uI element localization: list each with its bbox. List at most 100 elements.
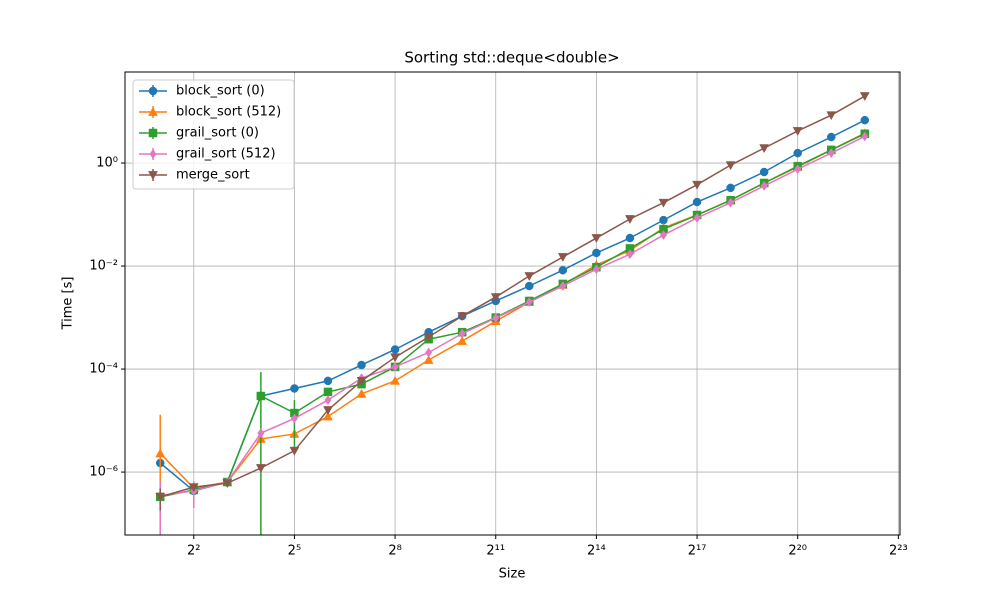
marker (827, 148, 835, 159)
marker (390, 375, 401, 385)
marker (625, 233, 635, 243)
series-line (159, 119, 866, 492)
marker (323, 411, 333, 421)
marker (525, 281, 534, 291)
marker (458, 328, 466, 339)
marker (626, 249, 634, 260)
x-tick-label: 2⁵ (288, 544, 301, 559)
marker (592, 248, 601, 258)
legend-label: grail_sort (512) (176, 147, 276, 162)
marker (490, 293, 501, 303)
marker (692, 197, 702, 207)
legend-marker (148, 171, 158, 181)
x-tick-label: 2⁸ (388, 544, 401, 559)
marker (255, 464, 266, 474)
marker (256, 391, 266, 401)
marker (222, 479, 233, 489)
series (155, 92, 870, 511)
marker (692, 180, 702, 190)
marker (659, 230, 667, 240)
marker (726, 183, 735, 193)
marker (356, 377, 367, 386)
plot (155, 92, 870, 535)
marker (391, 362, 399, 372)
marker (324, 395, 332, 406)
marker (826, 132, 836, 142)
marker (592, 264, 600, 275)
marker (859, 92, 870, 102)
marker (457, 312, 468, 322)
marker (693, 212, 701, 223)
marker (524, 272, 535, 282)
x-tick-label: 2¹⁷ (688, 544, 707, 559)
marker (659, 215, 668, 225)
marker (759, 167, 769, 177)
x-tick-label: 2¹¹ (486, 544, 505, 559)
grid (125, 72, 900, 535)
marker (559, 281, 567, 291)
series-line (160, 95, 866, 498)
marker (457, 336, 468, 345)
marker (290, 413, 298, 424)
marker (423, 333, 434, 342)
marker (826, 111, 837, 121)
marker (155, 493, 166, 502)
y-tick-label: 10⁻⁴ (89, 362, 118, 377)
series-line (160, 135, 866, 497)
x-tick-label: 2² (187, 544, 200, 559)
y-tick-label: 10⁰ (96, 156, 118, 171)
marker (658, 198, 669, 208)
marker (794, 164, 802, 175)
marker (357, 360, 366, 370)
marker (793, 148, 802, 158)
marker (188, 483, 199, 493)
y-axis-label: Time [s] (61, 277, 76, 331)
marker (323, 387, 333, 397)
y-tick-label: 10⁻² (89, 259, 118, 274)
legend-label: block_sort (0) (176, 84, 265, 99)
marker (792, 127, 803, 136)
x-tick-label: 2²⁰ (788, 544, 807, 559)
axes-frame (124, 71, 901, 536)
marker (492, 313, 500, 323)
marker (356, 388, 367, 398)
x-axis-label: Size (499, 567, 526, 582)
marker (525, 297, 533, 307)
marker (591, 234, 602, 244)
marker (257, 428, 265, 439)
marker (725, 161, 736, 171)
legend-marker (148, 128, 158, 138)
marker (861, 131, 869, 142)
marker (323, 406, 333, 416)
marker (155, 448, 166, 458)
marker (625, 215, 635, 225)
legend-label: merge_sort (176, 168, 250, 183)
marker (760, 180, 768, 191)
marker (423, 354, 434, 364)
x-tick-label: 2²³ (889, 544, 908, 559)
marker (390, 353, 401, 363)
legend: block_sort (0) block_sort (512) grail_sort… (132, 79, 295, 190)
legend-marker (148, 86, 158, 96)
marker (557, 253, 568, 263)
ticks: 2² 2⁵ 2⁸ 2¹¹ 2¹⁴ 2¹⁷ 2²⁰ 2²³ 10⁻⁶ 10⁻⁴ 10⁻² 10⁰ (89, 156, 907, 559)
marker (759, 144, 770, 154)
chart-title: Sorting std::deque<double> (404, 49, 619, 67)
x-tick-label: 2¹⁴ (587, 544, 606, 559)
marker (425, 347, 433, 358)
legend-label: block_sort (512) (176, 105, 281, 120)
marker (558, 265, 568, 275)
legend-label: grail_sort (0) (176, 126, 259, 141)
marker (289, 446, 300, 456)
marker (323, 376, 333, 386)
marker (727, 197, 735, 208)
legend-marker (149, 149, 157, 159)
marker (390, 345, 400, 354)
marker (290, 384, 299, 393)
legend-marker (148, 106, 158, 116)
y-tick-label: 10⁻⁶ (89, 465, 118, 480)
legend-box (132, 79, 295, 190)
marker (860, 115, 870, 125)
